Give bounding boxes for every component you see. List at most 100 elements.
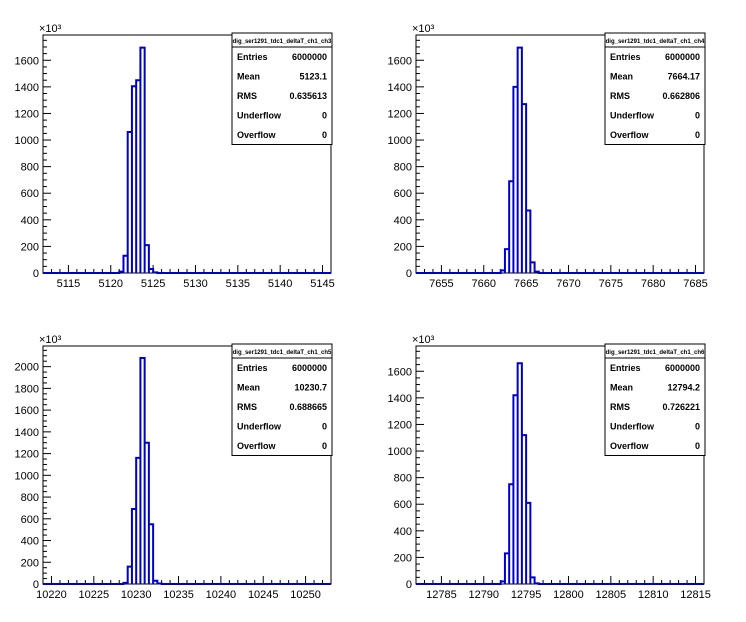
x-tick-label: 12790 [468, 589, 499, 601]
y-tick-label: 400 [21, 215, 39, 227]
x-tick-label: 5145 [310, 278, 334, 290]
stats-value: 12794.2 [667, 383, 700, 393]
y-tick-label: 600 [394, 188, 412, 200]
x-tick-label: 5115 [57, 278, 81, 290]
stats-box [604, 32, 706, 145]
y-tick-label: 200 [21, 557, 39, 569]
stats-box [231, 32, 333, 145]
histogram-title: dig_ser1291_tdc1_deltaT_ch1_ch3 [233, 39, 332, 45]
histogram-line [43, 46, 331, 274]
y-exponent-label: ×10³ [39, 23, 62, 35]
stats-value: 0 [695, 130, 700, 140]
stats-label: Underflow [237, 422, 282, 432]
y-tick-label: 0 [33, 579, 39, 591]
x-tick-label: 12785 [426, 589, 457, 601]
stats-value: 6000000 [292, 52, 327, 62]
x-tick-label: 10240 [206, 589, 237, 601]
x-tick-label: 7660 [472, 278, 496, 290]
y-tick-label: 0 [406, 579, 412, 591]
y-tick-label: 600 [394, 499, 412, 511]
y-tick-label: 1400 [15, 427, 39, 439]
y-tick-label: 1600 [388, 55, 412, 67]
y-tick-label: 1400 [15, 82, 39, 94]
y-tick-label: 1000 [388, 135, 412, 147]
x-tick-label: 7665 [514, 278, 538, 290]
stats-box [604, 343, 706, 456]
x-tick-label: 5135 [226, 278, 250, 290]
histogram-panel: ×10³ 0 200 400 600 800 1000 1200 1400 1600 5115 512… [15, 23, 335, 290]
y-tick-label: 800 [21, 162, 39, 174]
x-tick-label: 10250 [290, 589, 321, 601]
y-tick-label: 1200 [15, 449, 39, 461]
histogram-panel: ×10³ 0 200 400 600 800 1000 1200 1400 1600 7655 766… [388, 23, 708, 290]
stats-box [231, 343, 333, 456]
y-tick-label: 800 [394, 473, 412, 485]
stats-label: Mean [237, 383, 260, 393]
histogram-title: dig_ser1291_tdc1_deltaT_ch1_ch4 [606, 39, 705, 45]
stats-label: Mean [610, 72, 633, 82]
x-tick-label: 12815 [680, 589, 711, 601]
x-tick-label: 12810 [638, 589, 669, 601]
stats-label: Mean [610, 383, 633, 393]
y-tick-label: 1600 [15, 405, 39, 417]
y-tick-label: 1000 [15, 135, 39, 147]
stats-label: Entries [237, 363, 268, 373]
stats-value: 6000000 [292, 363, 327, 373]
stats-label: Underflow [610, 111, 655, 121]
x-tick-label: 12795 [511, 589, 542, 601]
stats-value: 7664.17 [667, 72, 700, 82]
stats-label: Mean [237, 72, 260, 82]
x-tick-label: 7670 [556, 278, 580, 290]
x-tick-label: 7680 [641, 278, 665, 290]
stats-value: 0 [322, 441, 327, 451]
stats-value: 0.688665 [289, 402, 327, 412]
y-tick-label: 1000 [15, 470, 39, 482]
y-exponent-label: ×10³ [412, 334, 435, 346]
stats-value: 0 [322, 111, 327, 121]
x-tick-label: 10230 [121, 589, 152, 601]
stats-label: Overflow [610, 130, 650, 140]
stats-label: RMS [237, 402, 257, 412]
x-tick-label: 7675 [599, 278, 623, 290]
x-tick-label: 7685 [683, 278, 707, 290]
y-tick-label: 600 [21, 514, 39, 526]
stats-label: Overflow [237, 441, 277, 451]
y-tick-label: 1200 [388, 419, 412, 431]
y-tick-label: 400 [21, 536, 39, 548]
x-tick-label: 12805 [596, 589, 627, 601]
y-exponent-label: ×10³ [39, 334, 62, 346]
y-tick-label: 1400 [388, 82, 412, 94]
stats-label: RMS [237, 91, 257, 101]
stats-label: Entries [610, 363, 641, 373]
histogram-title: dig_ser1291_tdc1_deltaT_ch1_ch6 [606, 350, 705, 356]
stats-label: RMS [610, 91, 630, 101]
y-tick-label: 1200 [15, 108, 39, 120]
stats-label: Underflow [610, 422, 655, 432]
stats-value: 0 [695, 422, 700, 432]
y-tick-label: 600 [21, 188, 39, 200]
y-tick-label: 200 [394, 552, 412, 564]
y-tick-label: 1800 [15, 383, 39, 395]
y-tick-label: 200 [21, 241, 39, 253]
stats-value: 0 [322, 130, 327, 140]
y-tick-label: 0 [406, 268, 412, 280]
x-tick-label: 10225 [79, 589, 110, 601]
stats-value: 5123.1 [299, 72, 327, 82]
y-tick-label: 800 [21, 492, 39, 504]
stats-value: 10230.7 [294, 383, 327, 393]
stats-label: Underflow [237, 111, 282, 121]
stats-label: Entries [610, 52, 641, 62]
stats-value: 0.662806 [662, 91, 700, 101]
x-tick-label: 5125 [141, 278, 165, 290]
stats-value: 0 [695, 441, 700, 451]
x-tick-label: 10245 [248, 589, 279, 601]
x-tick-label: 7655 [429, 278, 453, 290]
stats-value: 0 [695, 111, 700, 121]
y-tick-label: 1600 [15, 55, 39, 67]
histogram-title: dig_ser1291_tdc1_deltaT_ch1_ch5 [233, 350, 332, 356]
y-tick-label: 400 [394, 215, 412, 227]
x-tick-label: 5140 [268, 278, 292, 290]
y-tick-label: 200 [394, 241, 412, 253]
stats-label: Entries [237, 52, 268, 62]
